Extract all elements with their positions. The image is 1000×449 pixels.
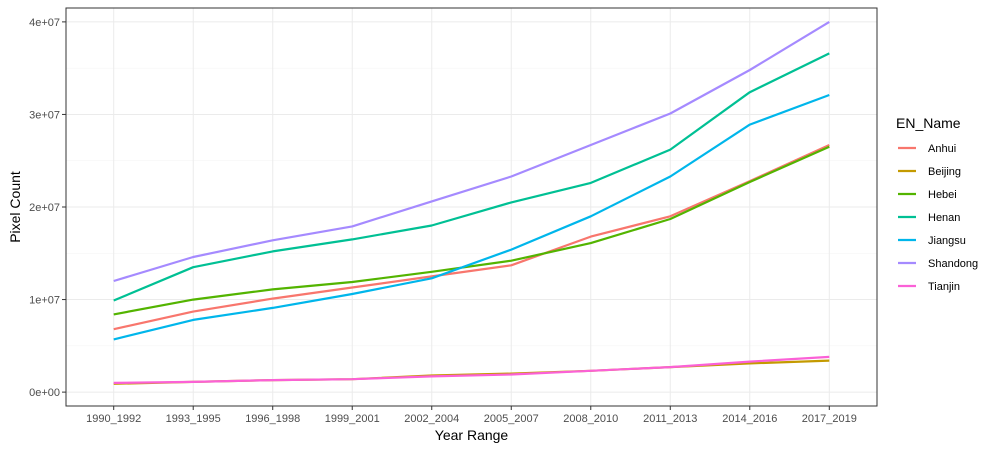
series-line-shandong [113,20,830,283]
x-tick-label: 2011_2013 [643,413,697,425]
x-axis: 1990_1992 1993_1995 1996_1998 1999_2001 2002… [86,406,857,425]
x-tick-label: 2002_2004 [404,413,459,425]
legend-label: Tianjin [928,281,960,293]
legend-label: Beijing [928,166,961,178]
x-axis-title: Year Range [435,427,509,443]
y-tick-label: 1e+07 [29,295,60,307]
minor-gridlines [66,67,877,347]
y-tick-label: 3e+07 [29,109,60,121]
y-tick-label: 0e+00 [29,387,60,399]
y-tick-label: 4e+07 [29,17,60,29]
y-tick-label: 2e+07 [29,202,60,214]
legend-label: Hebei [928,189,957,201]
y-axis-title: Pixel Count [7,171,23,243]
x-tick-label: 1990_1992 [86,413,141,425]
legend: EN_Name Anhui Beijing Hebei Henan Jiangsu Sha… [896,115,978,293]
series-line-hebei [113,145,830,316]
legend-title: EN_Name [896,115,961,131]
x-tick-label: 2005_2007 [484,413,539,425]
x-tick-label: 1996_1998 [245,413,300,425]
x-tick-label: 1999_2001 [325,413,380,425]
x-tick-label: 1993_1995 [166,413,221,425]
series-line-tianjin [113,355,830,384]
legend-label: Anhui [928,143,956,155]
legend-label: Jiangsu [928,235,966,247]
y-axis: 0e+00 1e+07 2e+07 3e+07 4e+07 [29,17,66,399]
legend-label: Shandong [928,258,978,270]
series-line-jiangsu [113,93,830,341]
series-line-henan [113,52,830,302]
x-tick-label: 2008_2010 [563,413,618,425]
series-lines [113,20,830,385]
legend-label: Henan [928,212,960,224]
x-tick-label: 2014_2016 [722,413,777,425]
x-tick-label: 2017_2019 [802,413,857,425]
major-gridlines [66,8,877,406]
series-line-anhui [113,143,830,331]
